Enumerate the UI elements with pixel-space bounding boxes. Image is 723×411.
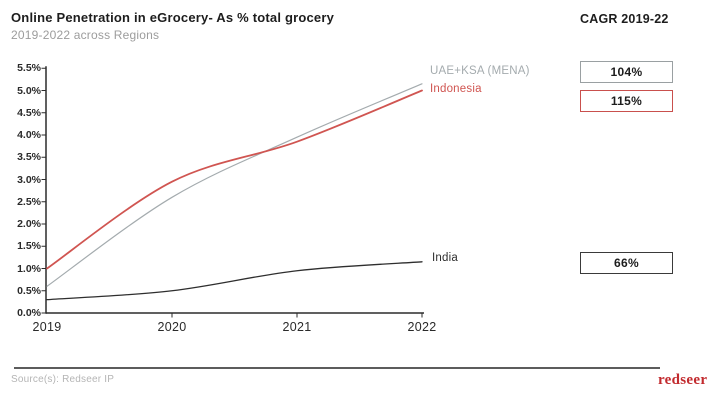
y-tick-label: 3.5%	[17, 151, 41, 164]
series-line-uae-ksa-mena-	[46, 83, 423, 287]
y-tick-label: 3.0%	[17, 173, 41, 186]
series-lines	[46, 83, 423, 301]
source-note: Source(s): Redseer IP	[11, 374, 115, 385]
footer-divider	[14, 367, 660, 369]
x-tick-label: 2021	[282, 320, 312, 334]
cagr-value-india: 66%	[614, 256, 639, 270]
cagr-value-indonesia: 115%	[610, 94, 643, 108]
redseer-logo: redseer	[658, 372, 708, 388]
series-label-uae-ksa-mena: UAE+KSA (MENA)	[430, 65, 530, 77]
x-tick-label: 2019	[32, 320, 62, 334]
y-tick-label: 4.5%	[17, 106, 41, 119]
series-line-india	[46, 261, 423, 301]
cagr-badge-india: 66%	[580, 252, 673, 274]
y-tick-label: 1.0%	[17, 262, 41, 275]
chart-subtitle: 2019-2022 across Regions	[11, 28, 160, 42]
y-tick-label: 1.5%	[17, 240, 41, 253]
series-label-india: India	[432, 252, 458, 264]
x-tick-label: 2020	[157, 320, 187, 334]
cagr-value-mena: 104%	[610, 65, 643, 79]
y-tick-label: 5.0%	[17, 84, 41, 97]
y-tick-label: 2.0%	[17, 218, 41, 230]
chart-axes	[41, 66, 424, 318]
y-tick-label: 4.0%	[17, 129, 41, 141]
y-tick-label: 0.5%	[17, 284, 41, 297]
cagr-badge-indonesia: 115%	[580, 90, 673, 112]
y-tick-label: 5.5%	[17, 62, 41, 75]
chart-title: Online Penetration in eGrocery- As % tot…	[11, 10, 335, 25]
y-tick-label: 0.0%	[17, 307, 41, 319]
x-tick-label: 2022	[407, 320, 437, 334]
cagr-column-title: CAGR 2019-22	[580, 12, 669, 26]
cagr-badge-mena: 104%	[580, 61, 673, 83]
series-label-indonesia: Indonesia	[430, 83, 482, 95]
series-line-indonesia	[46, 89, 423, 270]
y-tick-label: 2.5%	[17, 195, 41, 208]
